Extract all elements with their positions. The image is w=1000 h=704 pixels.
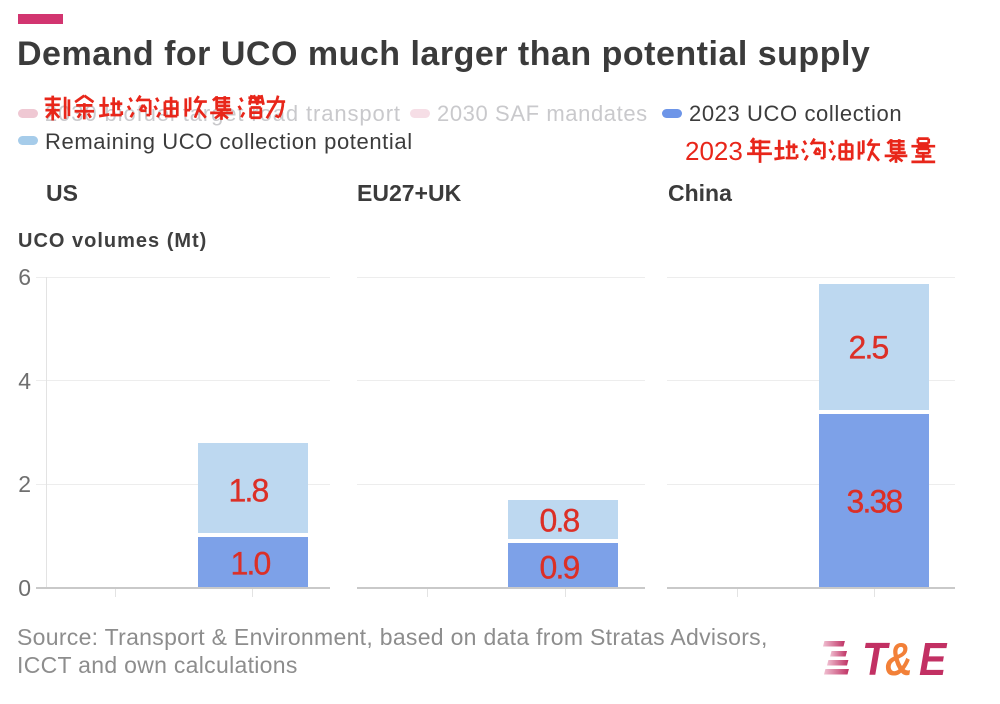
svg-text:&: &: [885, 634, 913, 682]
svg-text:E: E: [919, 635, 948, 682]
svg-text:T: T: [862, 635, 890, 682]
